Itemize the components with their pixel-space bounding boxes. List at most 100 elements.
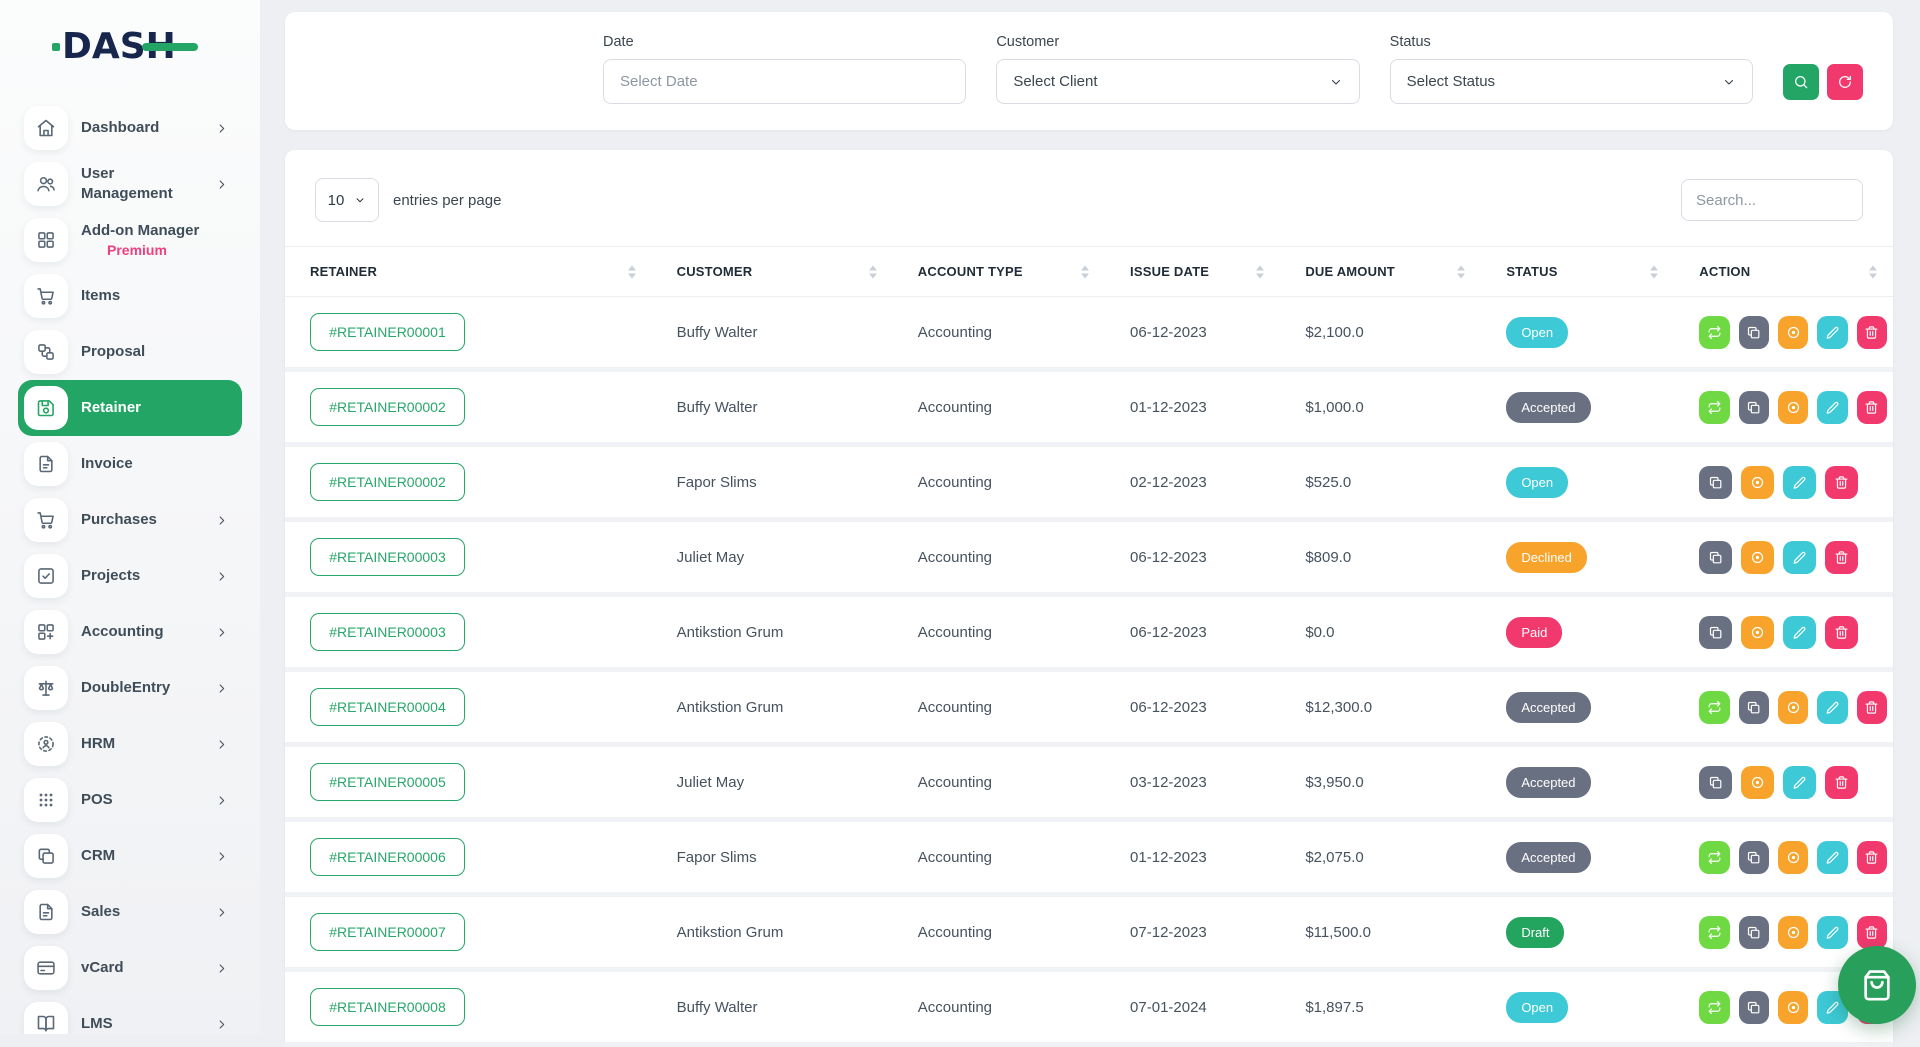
sidebar-item-pos[interactable]: POS (18, 772, 242, 828)
edit-button[interactable] (1817, 691, 1847, 724)
duplicate-button[interactable] (1699, 616, 1732, 649)
delete-button[interactable] (1825, 466, 1858, 499)
retainer-number-badge[interactable]: #RETAINER00007 (310, 913, 465, 951)
view-button[interactable] (1778, 391, 1808, 424)
duplicate-button[interactable] (1739, 391, 1769, 424)
sidebar-item-labels: Items (81, 286, 120, 306)
retainer-number-badge[interactable]: #RETAINER00008 (310, 988, 465, 1026)
retainer-number-badge[interactable]: #RETAINER00001 (310, 313, 465, 351)
duplicate-button[interactable] (1699, 766, 1732, 799)
column-header-customer[interactable]: CUSTOMER (652, 247, 893, 297)
convert-button[interactable] (1699, 841, 1729, 874)
status-badge: Accepted (1506, 392, 1590, 423)
delete-button[interactable] (1857, 691, 1887, 724)
delete-button[interactable] (1825, 541, 1858, 574)
sidebar-item-purchases[interactable]: Purchases (18, 492, 242, 548)
edit-button[interactable] (1817, 841, 1847, 874)
convert-button[interactable] (1699, 691, 1729, 724)
duplicate-button[interactable] (1739, 316, 1769, 349)
convert-button[interactable] (1699, 316, 1729, 349)
sidebar-item-crm[interactable]: CRM (18, 828, 242, 884)
view-button[interactable] (1778, 841, 1808, 874)
retainer-number-badge[interactable]: #RETAINER00003 (310, 538, 465, 576)
refresh-button[interactable] (1827, 64, 1863, 100)
book-icon (24, 1002, 68, 1034)
column-header-status[interactable]: STATUS (1481, 247, 1674, 297)
sidebar-item-label: Proposal (81, 342, 145, 362)
column-header-due-amount[interactable]: DUE AMOUNT (1280, 247, 1481, 297)
sidebar-item-items[interactable]: Items (18, 268, 242, 324)
status-label: Status (1390, 34, 1753, 50)
sidebar-item-sales[interactable]: Sales (18, 884, 242, 940)
delete-button[interactable] (1825, 766, 1858, 799)
sidebar-item-lms[interactable]: LMS (18, 996, 242, 1034)
view-button[interactable] (1778, 991, 1808, 1024)
sidebar-item-projects[interactable]: Projects (18, 548, 242, 604)
column-header-account-type[interactable]: ACCOUNT TYPE (893, 247, 1105, 297)
cell-due-amount: $525.0 (1280, 445, 1481, 520)
sidebar-item-proposal[interactable]: Proposal (18, 324, 242, 380)
edit-button[interactable] (1817, 916, 1847, 949)
edit-button[interactable] (1817, 316, 1847, 349)
retainer-number-badge[interactable]: #RETAINER00005 (310, 763, 465, 801)
view-button[interactable] (1741, 541, 1774, 574)
sidebar-item-label: Accounting (81, 622, 164, 642)
cell-status: Accepted (1481, 670, 1674, 745)
view-button[interactable] (1741, 766, 1774, 799)
retainer-number-badge[interactable]: #RETAINER00002 (310, 388, 465, 426)
sidebar-item-doubleentry[interactable]: DoubleEntry (18, 660, 242, 716)
cell-account-type: Accounting (893, 895, 1105, 970)
delete-button[interactable] (1825, 616, 1858, 649)
view-button[interactable] (1741, 466, 1774, 499)
delete-button[interactable] (1857, 916, 1887, 949)
column-header-label: STATUS (1506, 264, 1557, 279)
retainer-number-badge[interactable]: #RETAINER00003 (310, 613, 465, 651)
convert-button[interactable] (1699, 916, 1729, 949)
edit-button[interactable] (1783, 541, 1816, 574)
floating-cart-button[interactable] (1838, 946, 1916, 1024)
column-header-action[interactable]: ACTION (1674, 247, 1893, 297)
view-button[interactable] (1741, 616, 1774, 649)
column-header-retainer[interactable]: RETAINER (285, 247, 652, 297)
view-button[interactable] (1778, 916, 1808, 949)
edit-button[interactable] (1783, 466, 1816, 499)
sidebar-item-label: Add-on Manager (81, 221, 199, 241)
edit-button[interactable] (1783, 616, 1816, 649)
edit-button[interactable] (1783, 766, 1816, 799)
retainer-number-badge[interactable]: #RETAINER00004 (310, 688, 465, 726)
chevron-right-icon (215, 906, 228, 919)
sidebar-item-user-management[interactable]: User Management (18, 156, 242, 212)
delete-button[interactable] (1857, 316, 1887, 349)
table-search-input[interactable] (1681, 179, 1863, 221)
convert-button[interactable] (1699, 991, 1729, 1024)
search-button[interactable] (1783, 64, 1819, 100)
sidebar-item-invoice[interactable]: Invoice (18, 436, 242, 492)
customer-select[interactable]: Select Client (996, 59, 1359, 104)
column-header-issue-date[interactable]: ISSUE DATE (1105, 247, 1280, 297)
view-button[interactable] (1778, 316, 1808, 349)
convert-button[interactable] (1699, 391, 1729, 424)
sidebar-item-accounting[interactable]: Accounting (18, 604, 242, 660)
view-button[interactable] (1778, 691, 1808, 724)
duplicate-button[interactable] (1739, 691, 1769, 724)
sidebar-item-hrm[interactable]: HRM (18, 716, 242, 772)
delete-button[interactable] (1857, 841, 1887, 874)
duplicate-button[interactable] (1699, 541, 1732, 574)
duplicate-button[interactable] (1739, 841, 1769, 874)
sidebar-item-retainer[interactable]: Retainer (18, 380, 242, 436)
sidebar-item-dashboard[interactable]: Dashboard (18, 100, 242, 156)
edit-button[interactable] (1817, 391, 1847, 424)
duplicate-button[interactable] (1739, 991, 1769, 1024)
retainer-number-badge[interactable]: #RETAINER00002 (310, 463, 465, 501)
entries-select[interactable]: 10 (315, 178, 379, 222)
status-select[interactable]: Select Status (1390, 59, 1753, 104)
delete-button[interactable] (1857, 391, 1887, 424)
cell-account-type: Accounting (893, 745, 1105, 820)
duplicate-button[interactable] (1739, 916, 1769, 949)
duplicate-button[interactable] (1699, 466, 1732, 499)
retainer-number-badge[interactable]: #RETAINER00006 (310, 838, 465, 876)
sidebar-item-vcard[interactable]: vCard (18, 940, 242, 996)
date-input[interactable] (603, 59, 966, 104)
